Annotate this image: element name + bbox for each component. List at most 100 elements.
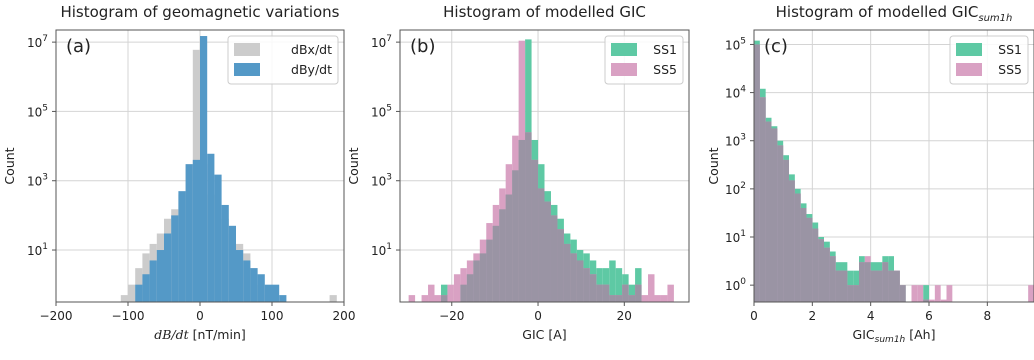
bar [243,260,251,302]
bar [279,295,287,302]
bar [440,295,448,302]
bar [207,153,215,302]
bar [940,299,947,302]
x-axis-label-text: GIC [A] [522,327,566,342]
bar [829,256,836,302]
x-axis-label: dB/dt [nT/min] [154,327,246,342]
bar [602,284,610,302]
bar [250,268,258,302]
x-tick-label: 2 [809,309,817,323]
y-tick-base: 10 [725,135,740,149]
bar [917,285,924,302]
bar [1028,285,1034,302]
bar [783,159,789,302]
y-tick-label: 103 [27,173,48,189]
y-tick-label: 103 [725,133,746,149]
y-tick-base: 10 [725,279,740,293]
bar [512,170,519,302]
plot-frame [753,29,1034,303]
y-tick-label: 103 [371,173,392,189]
y-tick-exp: 0 [740,277,746,287]
panel-label: (a) [66,36,91,57]
bar [894,270,900,302]
y-tick-exp: 3 [740,133,746,143]
x-axis-label-unit: [Ah] [905,327,935,342]
x-tick-label: −20 [439,309,464,323]
bars [120,36,337,302]
bar [615,295,623,302]
x-tick-label: 6 [925,309,933,323]
bar [806,217,813,302]
legend-label: dBy/dt [291,62,332,77]
y-tick-exp: 3 [42,173,48,183]
bar [479,253,487,302]
legend-swatch [234,63,260,76]
y-axis-label: Count [2,147,17,184]
bar [899,285,906,302]
y-tick-label: 105 [27,103,48,119]
y-tick-label: 105 [725,36,746,52]
bar [329,295,337,302]
bar [923,285,929,302]
y-tick-exp: 7 [386,34,392,44]
x-tick-label: 100 [261,309,284,323]
y-tick-label: 105 [371,103,392,119]
bar [447,284,454,302]
legend-label: SS5 [653,62,677,77]
bar [911,285,918,302]
y-tick-base: 10 [371,244,386,258]
bars-overlap [440,132,642,302]
bar [923,299,929,302]
bar [499,209,506,302]
y-tick-exp: 3 [386,173,392,183]
legend-swatch [611,43,637,56]
bar [589,274,597,302]
x-tick-label: −100 [112,309,145,323]
y-tick-base: 10 [371,175,386,189]
x-tick-label: 4 [867,309,875,323]
bar [660,295,668,302]
y-tick-exp: 5 [42,103,48,113]
bar [771,128,778,302]
bar [171,215,179,302]
x-axis-label: GICsum1h [Ah] [853,327,936,345]
y-tick-base: 10 [371,36,386,50]
y-tick-exp: 5 [740,36,746,46]
bar [272,284,280,302]
bar [525,132,532,302]
bar [518,139,526,302]
bar [264,284,272,302]
x-tick-label: 0 [750,309,758,323]
bar [641,295,649,302]
bar [628,284,636,302]
y-tick-exp: 2 [740,181,746,191]
bar [185,164,193,302]
x-tick-label: 0 [534,309,542,323]
bars-overlap [754,44,929,302]
bar [128,284,136,302]
y-tick-exp: 1 [42,242,48,252]
bar [531,159,539,302]
bar [609,295,616,302]
bar [853,285,859,302]
bar [654,295,661,302]
chart-title-subscript: sum1h [978,13,1012,24]
y-tick-base: 10 [725,231,740,245]
chart-title-main: Histogram of modelled GIC [776,3,979,21]
y-tick-label: 101 [725,229,746,245]
bar [473,260,480,302]
bar [789,180,795,302]
y-tick-base: 10 [371,105,386,119]
bar [818,239,824,302]
bar [628,295,636,302]
bar [142,274,150,302]
bar [847,285,854,302]
bar [214,174,222,302]
y-axis-label: Count [706,147,721,184]
y-tick-exp: 1 [740,229,746,239]
y-tick-base: 10 [27,36,42,50]
